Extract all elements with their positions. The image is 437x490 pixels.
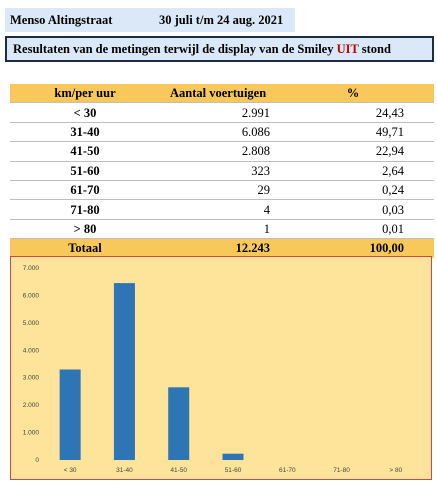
bar <box>168 387 190 460</box>
speed-distribution-chart: 0 1.000 2.000 3.000 4.000 5.000 6.000 7.000 < 30… <box>10 256 432 480</box>
percentage: 0,24 <box>382 183 404 198</box>
speed-range: 71-80 <box>70 202 100 217</box>
percentage: 49,71 <box>375 124 404 139</box>
x-tick-label: 71-80 <box>333 467 350 474</box>
bar-chart-svg: 0 1.000 2.000 3.000 4.000 5.000 6.000 7.000 < 30… <box>23 265 403 474</box>
bar <box>222 453 244 460</box>
x-tick-label: 61-70 <box>279 467 296 474</box>
percentage: 0,01 <box>382 221 404 236</box>
x-tick-label: 41-50 <box>170 467 187 474</box>
table-row: 71-80 4 0,03 <box>10 200 434 220</box>
vehicle-count: 4 <box>263 202 270 217</box>
bar <box>113 283 135 460</box>
x-tick-label: < 30 <box>64 467 77 474</box>
vehicle-count: 1 <box>263 221 270 236</box>
table-total-row: Totaal 12.243 100,00 <box>10 238 434 258</box>
vehicle-count: 2.991 <box>241 105 270 120</box>
y-tick-label: 5.000 <box>23 320 40 327</box>
subtitle-prefix: Resultaten van de metingen terwijl de di… <box>13 42 337 56</box>
total-count: 12.243 <box>235 241 270 256</box>
table-row: < 30 2.991 24,43 <box>10 103 434 123</box>
percentage: 0,03 <box>382 202 404 217</box>
x-tick-label: 31-40 <box>116 467 133 474</box>
y-tick-label: 2.000 <box>23 402 40 409</box>
x-tick-label: 51-60 <box>225 467 242 474</box>
vehicle-count: 29 <box>257 183 271 198</box>
column-header-count: Aantal voertuigen <box>170 86 267 101</box>
period-label: 30 juli t/m 24 aug. 2021 <box>159 13 284 27</box>
speed-range: 61-70 <box>70 183 100 198</box>
y-tick-label: 0 <box>35 457 39 464</box>
results-subtitle: Resultaten van de metingen terwijl de di… <box>5 36 434 62</box>
vehicle-count: 323 <box>251 163 270 178</box>
table-row: 31-40 6.086 49,71 <box>10 122 434 142</box>
subtitle-suffix: stond <box>358 42 391 56</box>
percentage: 24,43 <box>375 105 404 120</box>
table-header-row: km/per uur Aantal voertuigen % <box>10 84 434 103</box>
speed-range: 51-60 <box>70 163 100 178</box>
speed-range: 31-40 <box>70 124 100 139</box>
vehicle-count: 2.808 <box>241 144 270 159</box>
vehicle-count: 6.086 <box>241 124 270 139</box>
y-tick-label: 4.000 <box>23 347 40 354</box>
y-tick-label: 7.000 <box>23 265 40 272</box>
total-percentage: 100,00 <box>369 241 404 256</box>
column-header-speed: km/per uur <box>54 86 116 101</box>
column-header-percent: % <box>346 86 360 101</box>
table-row: 41-50 2.808 22,94 <box>10 142 434 162</box>
x-tick-label: > 80 <box>389 467 402 474</box>
y-tick-label: 1.000 <box>23 430 40 437</box>
table-row: 61-70 29 0,24 <box>10 180 434 200</box>
speed-stats-table: km/per uur Aantal voertuigen % < 30 2.99… <box>10 84 434 258</box>
table-row: > 80 1 0,01 <box>10 219 434 239</box>
subtitle-status: UIT <box>336 42 359 56</box>
speed-range: 41-50 <box>70 144 100 159</box>
y-tick-label: 3.000 <box>23 375 40 382</box>
location-period-header: Menso Altingstraat 30 juli t/m 24 aug. 2… <box>5 8 295 32</box>
location-label: Menso Altingstraat <box>10 13 113 27</box>
table-row: 51-60 323 2,64 <box>10 161 434 181</box>
speed-range: < 30 <box>73 105 97 120</box>
percentage: 2,64 <box>382 163 404 178</box>
total-label: Totaal <box>68 241 102 256</box>
percentage: 22,94 <box>375 144 404 159</box>
speed-range: > 80 <box>73 221 97 236</box>
y-tick-label: 6.000 <box>23 292 40 299</box>
bar <box>59 369 81 460</box>
